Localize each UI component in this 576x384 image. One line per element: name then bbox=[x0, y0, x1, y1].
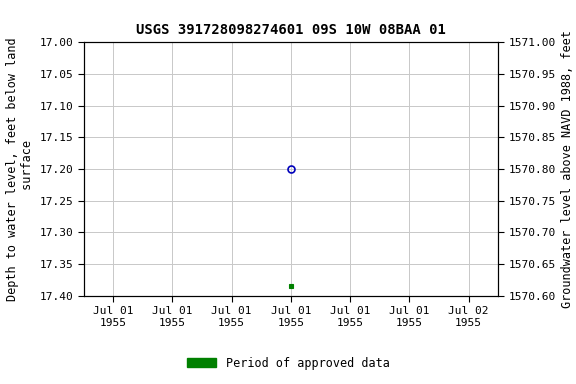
Legend: Period of approved data: Period of approved data bbox=[182, 352, 394, 374]
Title: USGS 391728098274601 09S 10W 08BAA 01: USGS 391728098274601 09S 10W 08BAA 01 bbox=[136, 23, 446, 37]
Y-axis label: Depth to water level, feet below land
 surface: Depth to water level, feet below land su… bbox=[6, 37, 34, 301]
Y-axis label: Groundwater level above NAVD 1988, feet: Groundwater level above NAVD 1988, feet bbox=[562, 30, 574, 308]
